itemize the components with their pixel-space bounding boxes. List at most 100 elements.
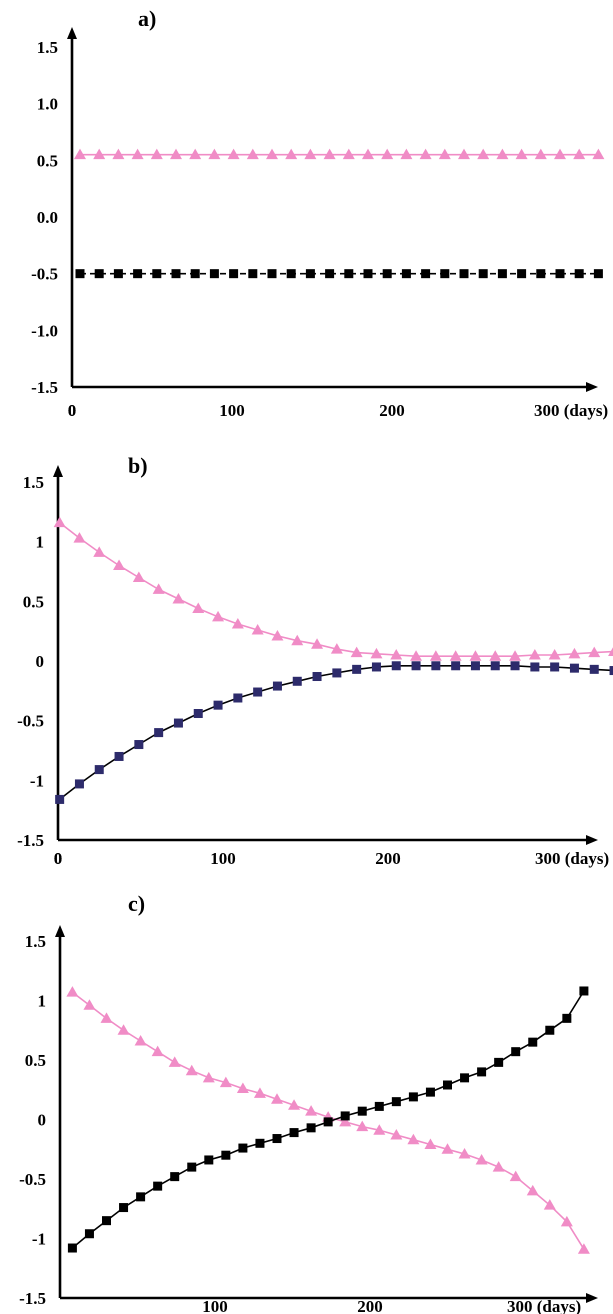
- square-marker: [382, 269, 392, 279]
- triangle-marker: [608, 647, 613, 656]
- square-marker: [255, 1138, 265, 1148]
- y-tick-label: -0.5: [19, 1170, 46, 1189]
- square-marker: [193, 709, 203, 719]
- square-marker: [173, 718, 183, 728]
- triangle-marker: [577, 1243, 590, 1254]
- square-marker: [344, 269, 354, 279]
- x-tick-label: 300 (days): [535, 849, 609, 868]
- triangle-marker: [152, 583, 165, 594]
- square-marker: [94, 765, 104, 775]
- y-tick-label: 0.0: [37, 208, 58, 227]
- triangle-marker: [592, 148, 605, 160]
- triangle-marker: [132, 571, 145, 582]
- triangle-marker: [189, 148, 202, 160]
- x-tick-label: 0: [54, 849, 63, 868]
- square-marker: [248, 269, 258, 279]
- triangle-marker: [560, 1215, 573, 1227]
- y-tick-label: -1.5: [17, 831, 44, 850]
- triangle-marker: [330, 643, 343, 654]
- square-marker: [187, 1162, 197, 1172]
- square-marker: [253, 687, 263, 697]
- square-marker: [510, 661, 520, 671]
- triangle-marker: [271, 629, 284, 641]
- triangle-marker: [236, 1082, 249, 1094]
- triangle-marker: [151, 1045, 164, 1057]
- square-marker: [204, 1155, 214, 1165]
- y-tick-label: -0.5: [31, 265, 58, 284]
- x-tick-label: 300 (days): [507, 1297, 581, 1314]
- triangle-marker: [534, 148, 547, 160]
- square-marker: [511, 1047, 521, 1057]
- square-marker: [136, 1192, 146, 1202]
- triangle-marker: [112, 148, 125, 160]
- square-marker: [460, 1073, 470, 1083]
- triangle-marker: [246, 148, 259, 160]
- square-marker: [292, 676, 302, 686]
- x-tick-label: 0: [68, 401, 77, 420]
- square-marker: [371, 662, 381, 672]
- square-marker: [113, 269, 123, 279]
- square-marker: [411, 661, 421, 671]
- square-marker: [190, 269, 200, 279]
- triangle-marker: [390, 1128, 403, 1140]
- square-marker: [562, 1013, 572, 1023]
- x-tick-label: 100: [202, 1297, 228, 1314]
- triangle-marker: [73, 532, 86, 543]
- square-marker: [593, 269, 603, 279]
- square-marker: [497, 269, 507, 279]
- triangle-marker: [356, 1120, 369, 1132]
- x-axis-arrow: [586, 1293, 598, 1303]
- x-tick-label: 300 (days): [534, 401, 608, 420]
- triangle-marker: [100, 1012, 113, 1023]
- square-marker: [574, 269, 584, 279]
- triangle-marker: [419, 148, 432, 160]
- y-tick-label: 1.5: [23, 473, 44, 492]
- y-tick-label: 0: [38, 1111, 47, 1130]
- square-marker: [332, 668, 342, 678]
- y-tick-label: -0.5: [17, 712, 44, 731]
- square-marker: [528, 1037, 538, 1047]
- triangle-marker: [231, 618, 244, 629]
- triangle-marker: [113, 559, 126, 571]
- square-marker: [490, 661, 500, 671]
- square-marker: [478, 269, 488, 279]
- panel-a: a) 1.5 1.0 0.5 0.0 -0.5 -1.0 -1.5 0 100 200 300 (da…: [31, 6, 608, 420]
- triangle-marker: [410, 650, 423, 661]
- square-marker: [74, 779, 84, 789]
- triangle-marker: [407, 1133, 420, 1145]
- triangle-marker: [219, 1076, 232, 1088]
- square-marker: [443, 1080, 452, 1090]
- series-line: [59, 521, 613, 657]
- x-tick-label: 200: [357, 1297, 383, 1314]
- y-tick-label: 0: [36, 652, 45, 671]
- triangle-marker: [449, 650, 462, 661]
- square-marker: [312, 672, 322, 682]
- square-marker: [84, 1229, 94, 1239]
- triangle-marker: [311, 638, 324, 649]
- triangle-marker: [526, 1184, 539, 1196]
- triangle-marker: [528, 649, 541, 660]
- triangle-marker: [66, 986, 79, 997]
- triangle-marker: [458, 148, 470, 160]
- square-marker: [152, 269, 162, 279]
- square-marker: [94, 269, 104, 279]
- triangle-marker: [202, 1071, 215, 1083]
- square-marker: [154, 728, 164, 738]
- triangle-marker: [350, 646, 363, 658]
- x-tick-label: 200: [375, 849, 401, 868]
- square-marker: [325, 269, 335, 279]
- triangle-marker: [424, 1138, 437, 1149]
- triangle-marker: [554, 148, 566, 160]
- triangle-marker: [548, 649, 561, 660]
- panel-label: b): [128, 453, 148, 478]
- triangle-marker: [429, 650, 442, 661]
- triangle-marker: [381, 148, 394, 160]
- square-marker: [323, 1117, 333, 1127]
- square-marker: [569, 663, 579, 673]
- triangle-marker: [53, 516, 66, 528]
- square-marker: [171, 269, 181, 279]
- triangle-marker: [469, 650, 482, 661]
- square-marker: [459, 269, 469, 279]
- triangle-marker: [93, 148, 106, 160]
- triangle-marker: [253, 1087, 266, 1098]
